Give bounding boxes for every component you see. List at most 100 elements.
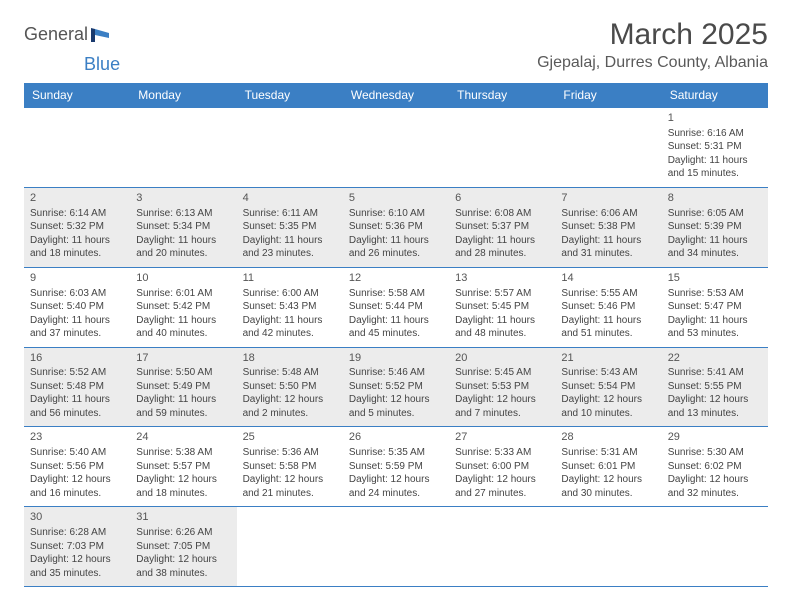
day-number: 9	[30, 271, 124, 286]
day-number: 4	[243, 191, 337, 206]
day-info-line: Daylight: 12 hours	[455, 473, 549, 487]
day-header: Thursday	[449, 83, 555, 108]
logo: General	[24, 24, 115, 45]
day-info-line: and 40 minutes.	[136, 327, 230, 341]
calendar-cell: 30Sunrise: 6:28 AMSunset: 7:03 PMDayligh…	[24, 507, 130, 587]
day-number: 26	[349, 430, 443, 445]
day-info-line: Sunset: 5:42 PM	[136, 300, 230, 314]
day-number: 13	[455, 271, 549, 286]
calendar-row: 2Sunrise: 6:14 AMSunset: 5:32 PMDaylight…	[24, 187, 768, 267]
day-info-line: Sunset: 5:47 PM	[668, 300, 762, 314]
day-info-line: Sunset: 5:56 PM	[30, 460, 124, 474]
day-number: 23	[30, 430, 124, 445]
day-info-line: and 45 minutes.	[349, 327, 443, 341]
day-info-line: Sunrise: 5:53 AM	[668, 287, 762, 301]
day-info-line: Daylight: 11 hours	[30, 393, 124, 407]
calendar-cell: 5Sunrise: 6:10 AMSunset: 5:36 PMDaylight…	[343, 187, 449, 267]
calendar-cell: 15Sunrise: 5:53 AMSunset: 5:47 PMDayligh…	[662, 267, 768, 347]
day-info-line: Sunrise: 5:31 AM	[561, 446, 655, 460]
day-info-line: Sunrise: 6:11 AM	[243, 207, 337, 221]
calendar-cell: 19Sunrise: 5:46 AMSunset: 5:52 PMDayligh…	[343, 347, 449, 427]
calendar-cell: 10Sunrise: 6:01 AMSunset: 5:42 PMDayligh…	[130, 267, 236, 347]
day-info-line: Daylight: 11 hours	[243, 234, 337, 248]
day-info-line: Sunset: 5:40 PM	[30, 300, 124, 314]
day-info-line: Daylight: 11 hours	[455, 234, 549, 248]
day-info-line: and 35 minutes.	[30, 567, 124, 581]
calendar-cell: 13Sunrise: 5:57 AMSunset: 5:45 PMDayligh…	[449, 267, 555, 347]
day-number: 5	[349, 191, 443, 206]
calendar-cell: 12Sunrise: 5:58 AMSunset: 5:44 PMDayligh…	[343, 267, 449, 347]
day-number: 19	[349, 351, 443, 366]
day-info-line: Sunset: 7:05 PM	[136, 540, 230, 554]
day-info-line: Daylight: 12 hours	[136, 473, 230, 487]
day-info-line: Daylight: 12 hours	[561, 473, 655, 487]
day-info-line: Sunset: 5:45 PM	[455, 300, 549, 314]
day-number: 15	[668, 271, 762, 286]
logo-text-general: General	[24, 24, 88, 45]
day-info-line: and 15 minutes.	[668, 167, 762, 181]
day-info-line: Sunset: 5:59 PM	[349, 460, 443, 474]
day-info-line: Daylight: 12 hours	[561, 393, 655, 407]
calendar-cell: 24Sunrise: 5:38 AMSunset: 5:57 PMDayligh…	[130, 427, 236, 507]
day-info-line: and 48 minutes.	[455, 327, 549, 341]
day-number: 21	[561, 351, 655, 366]
calendar-cell: 29Sunrise: 5:30 AMSunset: 6:02 PMDayligh…	[662, 427, 768, 507]
day-info-line: Sunset: 6:02 PM	[668, 460, 762, 474]
day-info-line: Sunset: 5:35 PM	[243, 220, 337, 234]
day-info-line: Sunrise: 5:36 AM	[243, 446, 337, 460]
day-info-line: Daylight: 11 hours	[349, 314, 443, 328]
day-info-line: Sunrise: 5:50 AM	[136, 366, 230, 380]
day-info-line: Daylight: 12 hours	[349, 393, 443, 407]
day-number: 7	[561, 191, 655, 206]
day-info-line: and 59 minutes.	[136, 407, 230, 421]
month-title: March 2025	[537, 18, 768, 52]
calendar-cell: 26Sunrise: 5:35 AMSunset: 5:59 PMDayligh…	[343, 427, 449, 507]
day-info-line: and 18 minutes.	[30, 247, 124, 261]
day-header: Saturday	[662, 83, 768, 108]
calendar-cell: 9Sunrise: 6:03 AMSunset: 5:40 PMDaylight…	[24, 267, 130, 347]
title-block: March 2025 Gjepalaj, Durres County, Alba…	[537, 18, 768, 72]
calendar-cell	[343, 108, 449, 188]
calendar-cell: 8Sunrise: 6:05 AMSunset: 5:39 PMDaylight…	[662, 187, 768, 267]
day-info-line: Sunrise: 6:16 AM	[668, 127, 762, 141]
calendar-cell	[237, 507, 343, 587]
day-info-line: Sunrise: 5:52 AM	[30, 366, 124, 380]
day-info-line: Daylight: 11 hours	[561, 234, 655, 248]
day-number: 27	[455, 430, 549, 445]
day-info-line: and 56 minutes.	[30, 407, 124, 421]
day-header: Tuesday	[237, 83, 343, 108]
calendar-cell: 23Sunrise: 5:40 AMSunset: 5:56 PMDayligh…	[24, 427, 130, 507]
day-info-line: Daylight: 11 hours	[136, 234, 230, 248]
day-info-line: Sunset: 6:01 PM	[561, 460, 655, 474]
calendar-cell	[24, 108, 130, 188]
day-info-line: and 32 minutes.	[668, 487, 762, 501]
day-number: 3	[136, 191, 230, 206]
day-info-line: Sunset: 5:54 PM	[561, 380, 655, 394]
day-info-line: Sunset: 5:57 PM	[136, 460, 230, 474]
calendar-cell	[555, 507, 661, 587]
day-number: 10	[136, 271, 230, 286]
day-info-line: Sunset: 5:37 PM	[455, 220, 549, 234]
day-info-line: Sunset: 5:53 PM	[455, 380, 549, 394]
day-info-line: Sunset: 5:31 PM	[668, 140, 762, 154]
day-info-line: Daylight: 12 hours	[136, 553, 230, 567]
calendar-cell	[555, 108, 661, 188]
day-number: 20	[455, 351, 549, 366]
day-info-line: Sunset: 5:32 PM	[30, 220, 124, 234]
day-number: 16	[30, 351, 124, 366]
day-info-line: and 21 minutes.	[243, 487, 337, 501]
day-info-line: and 20 minutes.	[136, 247, 230, 261]
day-info-line: Sunrise: 6:01 AM	[136, 287, 230, 301]
calendar-cell: 18Sunrise: 5:48 AMSunset: 5:50 PMDayligh…	[237, 347, 343, 427]
day-info-line: Daylight: 11 hours	[349, 234, 443, 248]
day-info-line: Sunrise: 5:43 AM	[561, 366, 655, 380]
day-info-line: Daylight: 12 hours	[243, 393, 337, 407]
day-info-line: and 10 minutes.	[561, 407, 655, 421]
calendar-cell	[237, 108, 343, 188]
day-info-line: Daylight: 11 hours	[136, 314, 230, 328]
day-number: 29	[668, 430, 762, 445]
day-info-line: Sunrise: 5:30 AM	[668, 446, 762, 460]
day-info-line: Sunrise: 6:03 AM	[30, 287, 124, 301]
day-info-line: and 28 minutes.	[455, 247, 549, 261]
day-number: 31	[136, 510, 230, 525]
